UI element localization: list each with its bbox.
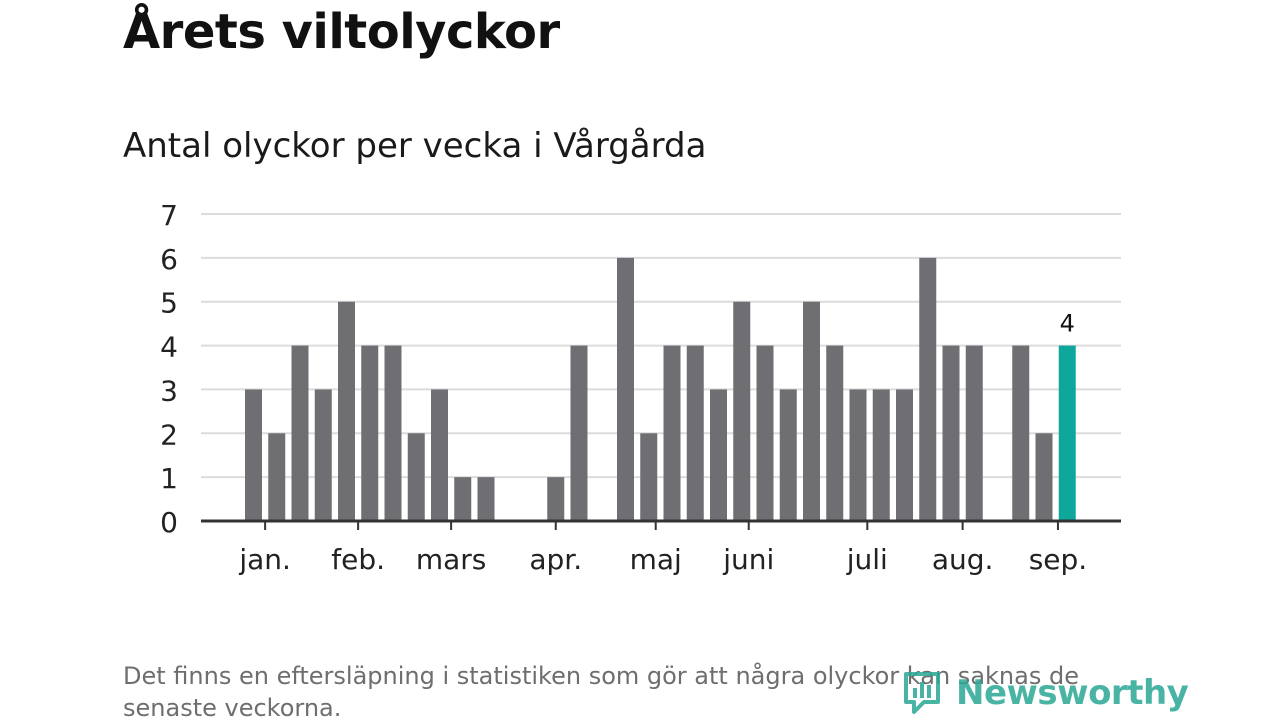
bar [291,345,309,521]
x-tick-label: mars [416,543,487,576]
bar-highlight [1058,345,1076,521]
y-tick-label: 7 [160,199,178,232]
bar [454,477,472,521]
bar [547,477,565,521]
bar [919,257,937,521]
bar [803,301,820,521]
y-tick-label: 6 [160,243,178,276]
x-tick-label: maj [630,543,682,576]
bar [756,345,774,521]
x-tick-label: aug. [932,543,994,576]
x-tick-label: juni [722,543,774,576]
bar [779,389,797,521]
y-tick-label: 5 [160,287,178,320]
bars [245,257,1076,521]
bar [268,433,286,521]
weekly-accidents-bar-chart: 0 1 2 3 4 5 6 7 jan. feb. mars apr. maj juni juli aug.… [160,199,1121,576]
bar [733,301,751,521]
bar [872,389,890,521]
bar [849,389,867,521]
x-tick-label: juli [846,543,888,576]
bar [338,301,355,521]
x-tick-label: sep. [1029,543,1088,576]
x-tick-label: apr. [529,543,582,576]
bar [570,345,588,521]
y-tick-label: 2 [160,418,178,451]
newsworthy-logo-text: Newsworthy [956,673,1189,713]
newsworthy-logo: Newsworthy [902,668,1189,718]
bar [617,257,634,521]
y-tick-label: 1 [160,462,178,495]
bar [942,345,960,521]
x-axis-ticks: jan. feb. mars apr. maj juni juli aug. sep. [238,521,1087,576]
highlight-value-label: 4 [1060,310,1075,338]
x-tick-label: feb. [331,543,385,576]
newsworthy-logo-icon [904,672,940,714]
bar [1035,433,1053,521]
bar [663,345,681,521]
bar [710,389,727,521]
bar [686,345,704,521]
bar [896,389,913,521]
y-tick-label: 3 [160,374,178,407]
bar [431,389,448,521]
bar [314,389,332,521]
bar [361,345,379,521]
bar [407,433,425,521]
y-axis-ticks: 0 1 2 3 4 5 6 7 [160,199,178,539]
page-title: Årets viltolyckor [123,4,560,60]
x-tick-label: jan. [238,543,291,576]
data-labels: 4 [1060,310,1075,338]
chart-subtitle: Antal olyckor per vecka i Vårgårda [123,126,707,166]
y-tick-label: 0 [160,506,178,539]
bar [384,345,402,521]
bar [1012,345,1030,521]
bar [965,345,983,521]
bar [826,345,844,521]
bar [477,477,495,521]
bar [640,433,658,521]
bar [245,389,262,521]
y-tick-label: 4 [160,331,178,364]
